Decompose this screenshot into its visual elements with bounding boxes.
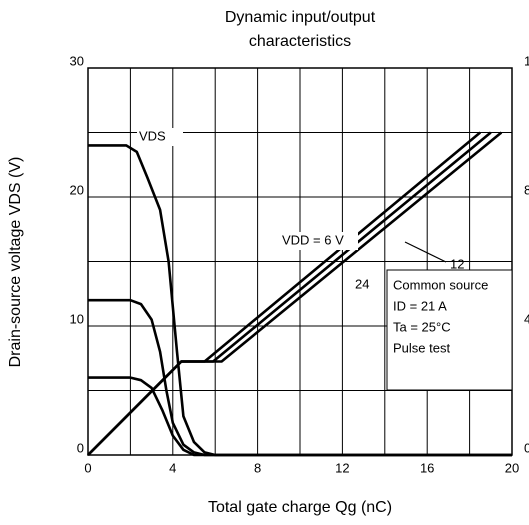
- x-tick-label: 0: [84, 460, 91, 475]
- chart-title: Dynamic input/output: [225, 9, 376, 26]
- x-tick-label: 8: [254, 460, 261, 475]
- condition: Common source: [393, 277, 488, 292]
- y2-tick-label: 8: [524, 182, 529, 197]
- series-line: [87, 131, 503, 456]
- annotation: 12: [450, 256, 464, 271]
- annotation: VDS: [139, 128, 166, 143]
- x-axis-label: Total gate charge Qg (nC): [208, 499, 392, 516]
- y2-tick-label: 4: [524, 311, 529, 326]
- y-axis-label: Drain-source voltage VDS (V): [7, 157, 24, 368]
- y2-tick-label: 12: [524, 53, 529, 68]
- condition: ID = 21 A: [393, 298, 447, 313]
- label-bg: [278, 232, 358, 250]
- x-tick-label: 20: [505, 460, 519, 475]
- x-tick-label: 16: [420, 460, 434, 475]
- series-line: [88, 376, 512, 457]
- y-tick-label: 10: [70, 311, 84, 326]
- y-tick-label: 20: [70, 182, 84, 197]
- y2-tick-label: 0: [524, 440, 529, 455]
- x-tick-label: 12: [335, 460, 349, 475]
- leader-line: [404, 241, 447, 263]
- conditions-box: [386, 269, 513, 391]
- condition: Pulse test: [393, 340, 450, 355]
- series-line: [88, 298, 512, 457]
- chart-title: characteristics: [249, 33, 351, 50]
- series-line: [88, 144, 512, 457]
- y-tick-label: 30: [70, 53, 84, 68]
- y-tick-label: 0: [77, 440, 84, 455]
- label-bg: [137, 128, 183, 146]
- annotation: 24: [355, 276, 369, 291]
- condition: Ta = 25°C: [393, 319, 451, 334]
- annotation: VDD = 6 V: [282, 232, 344, 247]
- x-tick-label: 4: [169, 460, 176, 475]
